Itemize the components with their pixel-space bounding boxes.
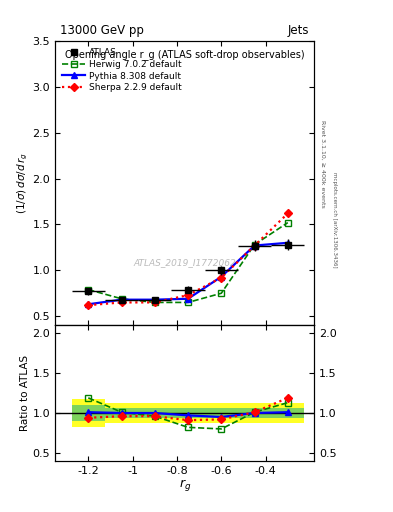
- Text: 13000 GeV pp: 13000 GeV pp: [60, 24, 144, 37]
- Line: Pythia 8.308 default: Pythia 8.308 default: [85, 239, 291, 308]
- Herwig 7.0.2 default: [152, 300, 157, 306]
- Legend: ATLAS, Herwig 7.0.2 default, Pythia 8.308 default, Sherpa 2.2.9 default: ATLAS, Herwig 7.0.2 default, Pythia 8.30…: [59, 46, 185, 95]
- Text: Opening angle r_g (ATLAS soft-drop observables): Opening angle r_g (ATLAS soft-drop obser…: [65, 50, 305, 60]
- Pythia 8.308 default: [185, 296, 190, 302]
- Pythia 8.308 default: [219, 274, 224, 280]
- Sherpa 2.2.9 default: [185, 292, 190, 298]
- Sherpa 2.2.9 default: [86, 302, 91, 308]
- Sherpa 2.2.9 default: [219, 274, 224, 281]
- Pythia 8.308 default: [285, 240, 290, 246]
- Sherpa 2.2.9 default: [252, 243, 257, 249]
- Y-axis label: Ratio to ATLAS: Ratio to ATLAS: [20, 355, 29, 431]
- Text: mcplots.cern.ch [arXiv:1306.3436]: mcplots.cern.ch [arXiv:1306.3436]: [332, 173, 337, 268]
- Text: Jets: Jets: [288, 24, 309, 37]
- X-axis label: $r_g$: $r_g$: [178, 477, 191, 493]
- Text: ATLAS_2019_I1772062: ATLAS_2019_I1772062: [133, 258, 236, 267]
- Line: Herwig 7.0.2 default: Herwig 7.0.2 default: [85, 219, 291, 306]
- Sherpa 2.2.9 default: [285, 210, 290, 217]
- Line: Sherpa 2.2.9 default: Sherpa 2.2.9 default: [86, 210, 290, 308]
- Herwig 7.0.2 default: [119, 296, 124, 302]
- Sherpa 2.2.9 default: [152, 300, 157, 306]
- Herwig 7.0.2 default: [86, 287, 91, 293]
- Y-axis label: $(1/\sigma)\,d\sigma/d\,r_g$: $(1/\sigma)\,d\sigma/d\,r_g$: [15, 152, 29, 214]
- Pythia 8.308 default: [119, 296, 124, 303]
- Herwig 7.0.2 default: [252, 242, 257, 248]
- Pythia 8.308 default: [86, 301, 91, 307]
- Sherpa 2.2.9 default: [119, 300, 124, 306]
- Herwig 7.0.2 default: [285, 220, 290, 226]
- Text: Rivet 3.1.10, ≥ 400k events: Rivet 3.1.10, ≥ 400k events: [320, 120, 325, 208]
- Pythia 8.308 default: [152, 296, 157, 303]
- Herwig 7.0.2 default: [185, 300, 190, 306]
- Herwig 7.0.2 default: [219, 290, 224, 296]
- Pythia 8.308 default: [252, 243, 257, 249]
